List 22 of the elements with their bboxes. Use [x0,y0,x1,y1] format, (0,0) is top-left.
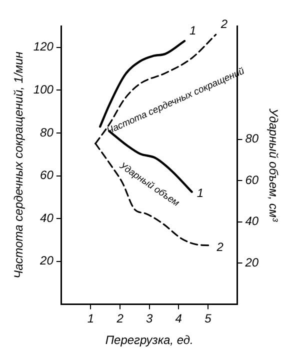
y-tick-label: 100 [33,82,54,97]
x-tick-label: 4 [175,312,182,326]
y-tick-label: 60 [40,168,54,182]
series-label: 2 [216,240,224,254]
y2-tick-label: 40 [245,214,259,228]
y-tick-label: 40 [40,210,54,225]
series-label: 2 [220,16,228,31]
y-axis-title: Частота сердечных сокращений, 1/мин [12,51,26,279]
y2-axis-title: Ударный объем, см³ [266,108,280,223]
x-tick-label: 1 [87,312,94,326]
y2-tick-label: 80 [245,132,259,146]
x-tick-label: 2 [116,312,124,326]
y-tick-label: 20 [39,254,54,268]
series-label: 1 [196,186,204,200]
x-tick-label: 3 [146,312,153,326]
x-tick-label: 5 [204,312,212,326]
x-axis-title: Перегрузка, ед. [105,333,194,348]
y-tick-label: 80 [40,125,54,140]
y2-tick-label: 20 [244,255,259,270]
y2-tick-label: 60 [245,172,259,187]
y-tick-label: 120 [33,40,54,54]
series-label: 1 [190,23,196,38]
